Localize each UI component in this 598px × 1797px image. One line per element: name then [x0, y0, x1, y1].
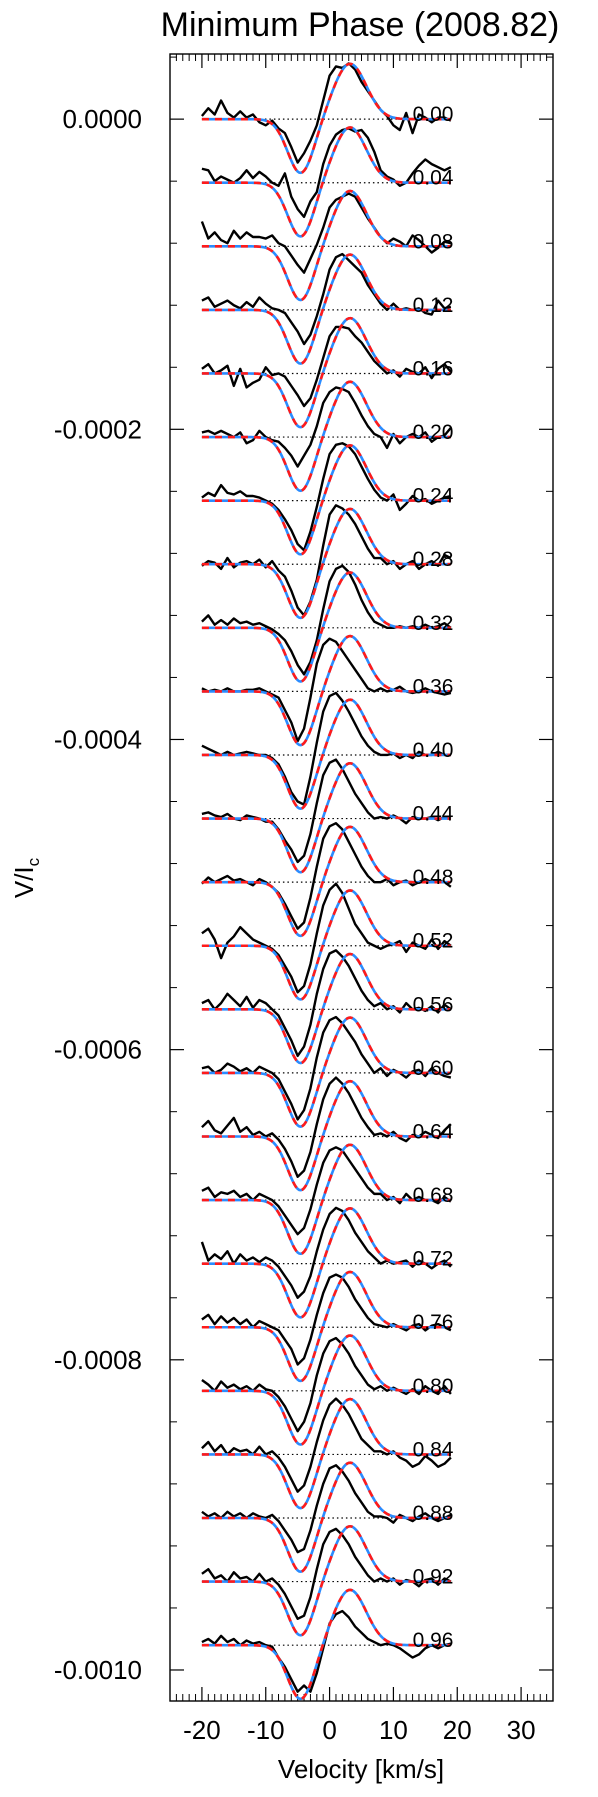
- axis-ticks: [169, 54, 554, 1701]
- model-profile-line-red: [201, 1524, 451, 1637]
- observed-profile-line: [201, 691, 451, 806]
- x-tick-label: 10: [379, 1715, 408, 1745]
- phase-label: 0.56: [413, 993, 454, 1016]
- observed-profile-line: [201, 1464, 452, 1554]
- phase-label: 0.36: [413, 675, 454, 698]
- phase-label: 0.92: [413, 1566, 454, 1589]
- phase-label: 0.48: [413, 866, 454, 889]
- model-profile-line-red: [201, 761, 451, 874]
- model-profile-line-red: [201, 253, 451, 365]
- y-axis-label-subscript: c: [24, 857, 43, 866]
- phase-label: 0.72: [413, 1248, 454, 1271]
- model-profile-line-red: [201, 316, 451, 429]
- phase-label: 0.44: [413, 803, 454, 826]
- phase-label: 0.80: [413, 1375, 454, 1398]
- phase-label: 0.12: [413, 294, 454, 317]
- phase-label: 0.32: [413, 612, 454, 635]
- model-profile-line-red: [201, 1588, 451, 1701]
- phase-label: 0.64: [413, 1120, 454, 1143]
- phase-label: 0.40: [413, 739, 454, 762]
- observed-profile-line: [201, 127, 452, 219]
- model-profile-line-red: [201, 1461, 451, 1574]
- observed-profile-line: [201, 949, 452, 1058]
- y-tick-label: -0.0008: [54, 1345, 142, 1375]
- phase-label: 0.88: [413, 1502, 454, 1525]
- y-axis-label: V/Ic: [9, 857, 43, 898]
- y-tick-label: -0.0006: [54, 1035, 142, 1065]
- x-tick-label: 20: [443, 1715, 472, 1745]
- phase-label: 0.08: [413, 230, 454, 253]
- model-profile-line-red: [201, 507, 451, 620]
- phase-label: 0.16: [413, 357, 454, 380]
- model-profile-line-red: [201, 62, 451, 175]
- y-axis-label-main: V/I: [9, 866, 39, 898]
- model-profile-line-red: [201, 189, 451, 302]
- x-tick-label: 0: [322, 1715, 336, 1745]
- phase-label: 0.00: [413, 103, 454, 126]
- x-tick-label: -20: [183, 1715, 221, 1745]
- model-profile-line-red: [201, 1016, 451, 1128]
- model-profile-line-red: [201, 1397, 451, 1510]
- x-tick-label: 30: [507, 1715, 536, 1745]
- model-profile-line-red: [201, 952, 451, 1065]
- observed-profile-line: [201, 1146, 452, 1236]
- model-profile-line-red: [201, 380, 451, 493]
- model-profile-line-red: [201, 889, 451, 1001]
- y-tick-label: -0.0010: [54, 1655, 142, 1685]
- observed-profile-line: [201, 1015, 452, 1121]
- phase-label: 0.04: [413, 167, 454, 190]
- tick-labels: -20 -10 0 10 20 30 0.0000 -0.0002 -0.0004 -0.0006…: [54, 104, 536, 1745]
- model-profile-line-red: [201, 1334, 451, 1446]
- phase-label: 0.68: [413, 1184, 454, 1207]
- model-profile-line-red: [201, 825, 451, 938]
- observed-profile-line: [201, 325, 452, 408]
- phase-label: 0.60: [413, 1057, 454, 1080]
- phase-label: 0.84: [413, 1438, 454, 1461]
- model-profile-line-red: [201, 634, 451, 747]
- model-profile-line-red: [201, 1207, 451, 1319]
- y-tick-label: -0.0002: [54, 414, 142, 444]
- y-tick-label: -0.0004: [54, 724, 142, 754]
- model-profile-line-red: [201, 444, 451, 556]
- observed-profile-line: [201, 1397, 452, 1493]
- phase-label: 0.52: [413, 930, 454, 953]
- model-profile-line-red: [201, 126, 451, 238]
- observed-profile-line: [201, 1076, 452, 1179]
- x-axis-label: Velocity [km/s]: [278, 1754, 444, 1784]
- x-tick-label: -10: [247, 1715, 285, 1745]
- model-profile-line-red: [201, 1270, 451, 1383]
- profile-series: [200, 62, 452, 1701]
- model-profile-line-red: [201, 571, 451, 683]
- phase-label: 0.76: [413, 1311, 454, 1334]
- observed-profile-line: [200, 62, 452, 164]
- chart-title: Minimum Phase (2008.82): [161, 6, 560, 44]
- model-profile-line-red: [201, 1143, 451, 1256]
- phase-label: 0.96: [413, 1629, 454, 1652]
- phase-label: 0.28: [413, 548, 454, 571]
- phase-labels: 0.00 0.04 0.08 0.12 0.16 0.20 0.24 0.28 0.32 0.36…: [413, 103, 454, 1652]
- phase-label: 0.24: [413, 485, 454, 508]
- phase-label: 0.20: [413, 421, 454, 444]
- model-profile-line-red: [201, 1079, 451, 1192]
- observed-profile-line: [201, 882, 452, 994]
- model-profile-line-red: [201, 698, 451, 811]
- observed-profile-line: [201, 504, 452, 617]
- y-tick-label: 0.0000: [62, 104, 142, 134]
- observed-profile-line: [200, 192, 452, 274]
